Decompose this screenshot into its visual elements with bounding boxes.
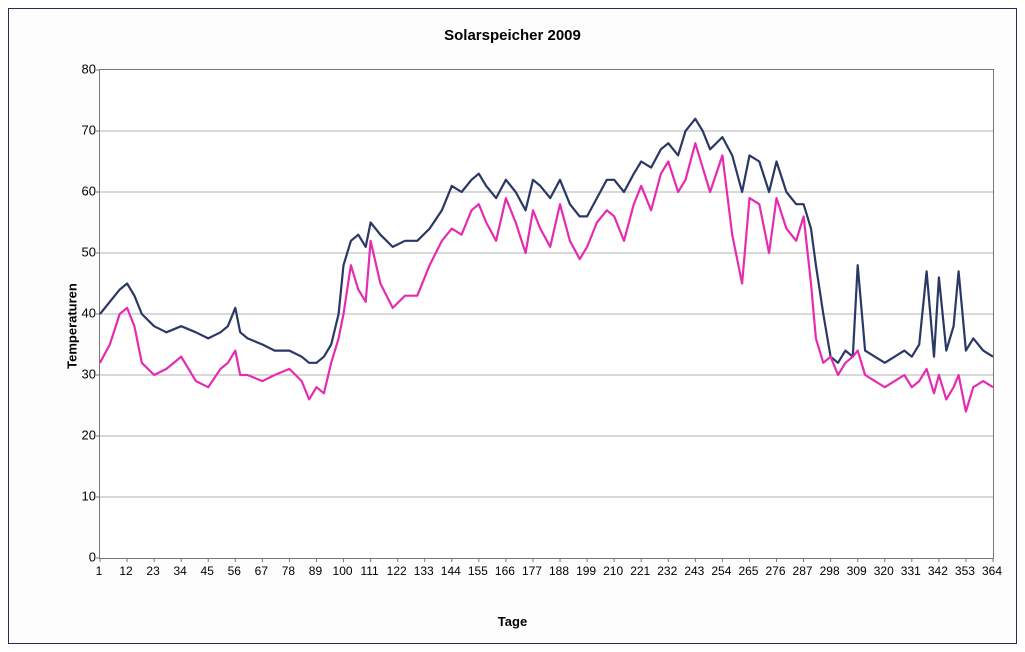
x-tick-label: 210 — [603, 564, 623, 578]
x-tick-label: 122 — [387, 564, 407, 578]
y-tick-label: 70 — [56, 123, 96, 138]
x-tick-label: 89 — [309, 564, 322, 578]
x-tick-label: 199 — [576, 564, 596, 578]
x-tick-label: 144 — [441, 564, 461, 578]
x-tick-label: 287 — [793, 564, 813, 578]
x-tick-label: 23 — [146, 564, 159, 578]
x-tick-label: 342 — [928, 564, 948, 578]
x-tick-label: 45 — [201, 564, 214, 578]
x-tick-label: 276 — [765, 564, 785, 578]
x-tick-label: 133 — [414, 564, 434, 578]
y-tick-label: 30 — [56, 367, 96, 382]
x-tick-label: 188 — [549, 564, 569, 578]
x-tick-label: 254 — [711, 564, 731, 578]
x-tick-label: 331 — [901, 564, 921, 578]
x-tick-label: 177 — [522, 564, 542, 578]
x-tick-label: 364 — [982, 564, 1002, 578]
x-tick-label: 78 — [282, 564, 295, 578]
chart-outer: Solarspeicher 2009 Temperaturen Tage 0 10… — [8, 8, 1017, 644]
y-tick-label: 60 — [56, 184, 96, 199]
chart-title: Solarspeicher 2009 — [9, 27, 1016, 44]
y-axis-label: Temperaturen — [64, 283, 79, 369]
y-tick-label: 10 — [56, 489, 96, 504]
plot-area — [99, 69, 994, 559]
x-tick-label: 34 — [173, 564, 186, 578]
x-tick-label: 265 — [738, 564, 758, 578]
x-tick-label: 243 — [684, 564, 704, 578]
x-tick-label: 320 — [874, 564, 894, 578]
y-tick-label: 50 — [56, 245, 96, 260]
x-tick-label: 1 — [96, 564, 103, 578]
x-tick-label: 111 — [360, 564, 378, 578]
y-tick-label: 80 — [56, 62, 96, 77]
x-tick-label: 232 — [657, 564, 677, 578]
x-tick-label: 67 — [255, 564, 268, 578]
y-tick-label: 20 — [56, 428, 96, 443]
x-tick-label: 353 — [955, 564, 975, 578]
x-tick-label: 166 — [495, 564, 515, 578]
x-axis-label: Tage — [9, 614, 1016, 629]
y-tick-label: 0 — [56, 550, 96, 565]
x-tick-label: 155 — [468, 564, 488, 578]
y-tick-label: 40 — [56, 306, 96, 321]
x-tick-label: 309 — [847, 564, 867, 578]
x-tick-label: 298 — [820, 564, 840, 578]
x-tick-label: 221 — [630, 564, 650, 578]
x-tick-label: 12 — [119, 564, 132, 578]
x-tick-label: 100 — [333, 564, 353, 578]
x-tick-label: 56 — [228, 564, 241, 578]
